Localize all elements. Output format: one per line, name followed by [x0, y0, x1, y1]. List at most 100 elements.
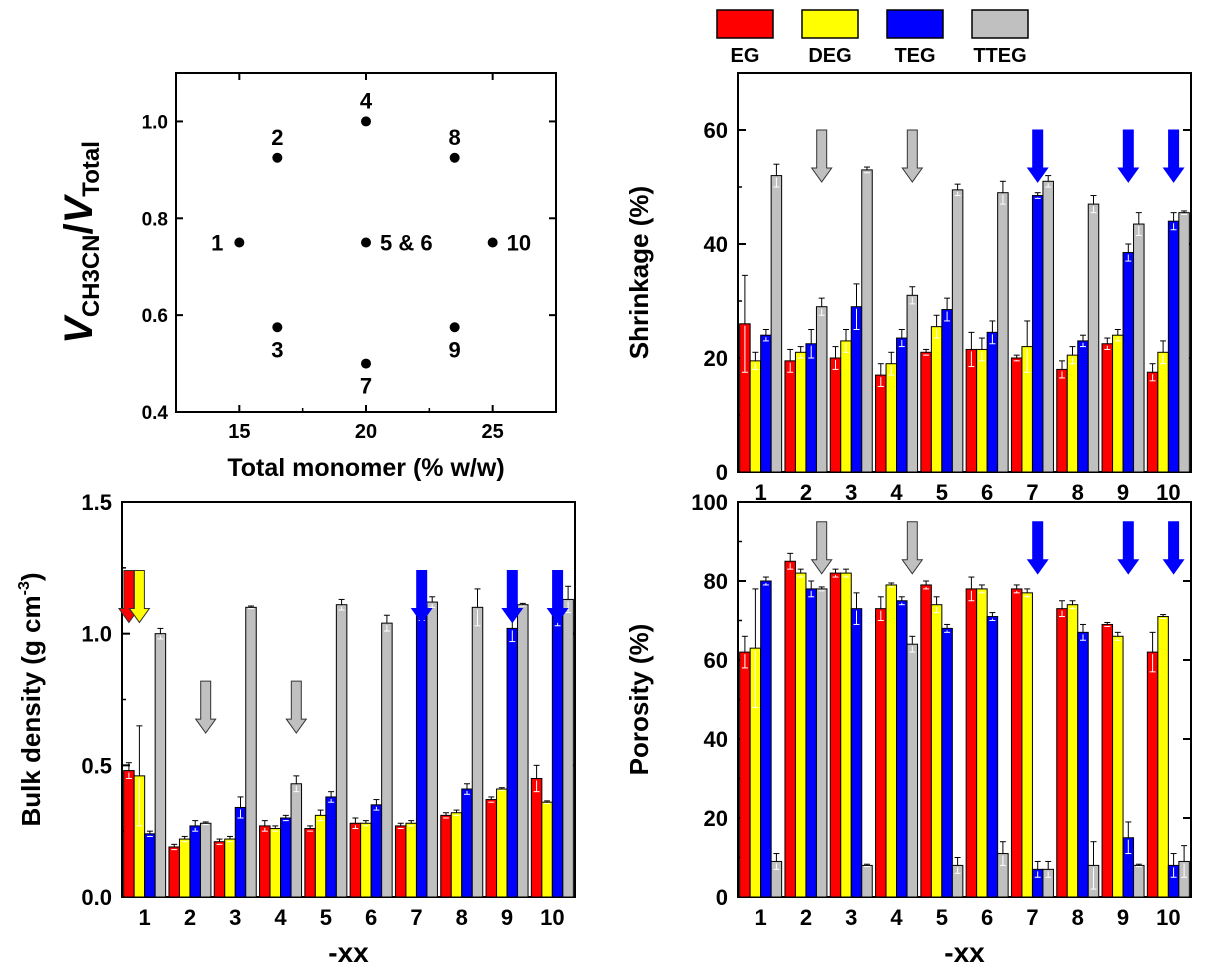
bar-teg	[461, 788, 473, 898]
bar-deg	[269, 828, 282, 898]
scatter-y-tick-label: 1.0	[142, 112, 168, 133]
bar-tteg	[154, 633, 167, 898]
shrinkage-y-axis-label: Shrinkage (%)	[624, 186, 654, 359]
legend-label-tteg: TTEG	[973, 45, 1026, 67]
bar-deg	[885, 584, 898, 898]
bar-tteg	[861, 864, 873, 898]
x-tick-label: 10	[540, 905, 564, 930]
scatter-points: 1 2 3 4 5 & 6 7 8 9 10	[211, 88, 531, 398]
y-tick-label: 60	[704, 118, 728, 143]
bar-teg	[850, 306, 863, 473]
bar-deg	[1157, 351, 1169, 473]
bar-tteg	[1133, 223, 1145, 473]
bar-tteg	[1178, 212, 1190, 473]
bar-deg	[749, 360, 762, 473]
scatter-point	[234, 237, 245, 248]
x-tick-label: 2	[800, 905, 812, 930]
down-arrow-marker	[901, 129, 924, 183]
bar-teg	[805, 588, 817, 898]
bar-eg	[875, 608, 887, 898]
down-arrow-marker	[1026, 521, 1049, 575]
x-tick-label: 4	[890, 905, 903, 930]
bulk-density-y-axis-label: Bulk density (g cm-3)	[16, 572, 46, 826]
down-arrow-marker	[901, 521, 924, 575]
bar-teg	[760, 334, 772, 473]
legend-label-deg: DEG	[808, 45, 851, 67]
bar-eg	[213, 841, 226, 898]
bar-tteg	[951, 189, 964, 473]
bar-eg	[829, 572, 842, 898]
y-tick-label: 0.5	[81, 753, 112, 778]
porosity-bars: 0 20 40 60 80 100 1 2 3 4 5 6 7 8 9 10	[691, 490, 1191, 930]
bar-tteg	[1087, 203, 1100, 473]
x-tick-label: 10	[1156, 480, 1180, 505]
bulk-density-bars: 0.0 0.5 1.0 1.5 1 2 3 4 5 6 7 8 9 10	[81, 490, 575, 930]
down-arrow-marker	[501, 569, 524, 624]
scatter-y-tick-label: 0.8	[142, 209, 168, 230]
bar-deg	[930, 604, 943, 898]
bar-eg	[965, 588, 978, 898]
scatter-x-tick-label: 15	[228, 421, 250, 443]
y-tick-label: 1.5	[81, 490, 112, 515]
bar-teg	[506, 627, 519, 898]
y-label-slash: /	[57, 223, 101, 234]
down-arrow-marker	[410, 569, 433, 624]
bar-teg	[280, 817, 292, 898]
down-arrow-marker	[1162, 129, 1185, 183]
x-tick-label: 2	[184, 905, 196, 930]
x-tick-label: 3	[845, 480, 857, 505]
scatter-y-axis-label: VCH3CN/VTotal	[57, 141, 105, 344]
bulk-density-panel: 0.0 0.5 1.0 1.5 1 2 3 4 5 6 7 8 9 10 -xx Bulk density…	[16, 490, 576, 968]
bar-deg	[976, 588, 988, 898]
bar-teg	[760, 580, 772, 898]
bar-teg	[551, 614, 564, 898]
bar-eg	[349, 822, 362, 898]
scatter-point-label: 2	[271, 125, 283, 150]
bar-tteg	[1133, 864, 1145, 898]
scatter-point-label: 7	[360, 374, 372, 399]
bar-tteg	[861, 169, 873, 473]
bar-deg	[1021, 592, 1033, 898]
down-arrow-marker	[194, 680, 217, 734]
bar-tteg	[381, 622, 393, 898]
y-label-text: Bulk density (g cm	[16, 595, 46, 826]
bar-tteg	[426, 601, 438, 898]
x-tick-label: 6	[981, 905, 993, 930]
scatter-point	[449, 152, 460, 163]
bar-deg	[976, 348, 988, 473]
x-tick-label: 6	[981, 480, 993, 505]
bar-tteg	[335, 604, 348, 898]
x-tick-label: 1	[755, 480, 767, 505]
bar-tteg	[245, 606, 257, 898]
scatter-panel: 15 20 25 0.4 0.6 0.8 1.0 1 2 3 4 5 & 6 7 8 9 10 Total …	[57, 72, 557, 482]
porosity-x-axis-label: -xx	[944, 937, 985, 968]
bar-teg	[941, 627, 953, 898]
bar-deg	[541, 801, 553, 898]
bar-eg	[965, 348, 978, 473]
bar-tteg	[815, 306, 828, 473]
legend-label-teg: TEG	[894, 45, 935, 67]
bar-eg	[440, 814, 452, 898]
x-tick-label: 8	[1072, 480, 1084, 505]
down-arrow-marker	[1026, 129, 1049, 183]
legend-swatch-eg	[716, 9, 774, 39]
bar-deg	[885, 363, 898, 473]
x-tick-label: 4	[890, 480, 903, 505]
bar-teg	[986, 616, 999, 898]
bar-teg	[234, 806, 247, 898]
x-tick-label: 9	[1117, 480, 1129, 505]
scatter-point	[361, 358, 371, 369]
bar-teg	[986, 331, 999, 473]
bar-teg	[1077, 631, 1089, 898]
bar-tteg	[815, 588, 828, 898]
down-arrow-marker	[285, 680, 308, 734]
x-tick-label: 6	[365, 905, 377, 930]
down-arrow-marker	[810, 521, 833, 575]
scatter-x-tick-label: 20	[355, 421, 377, 443]
bar-eg	[920, 584, 932, 898]
down-arrow-marker	[810, 129, 833, 183]
bar-eg	[394, 825, 407, 898]
bar-deg	[1066, 604, 1079, 898]
bar-teg	[189, 825, 201, 898]
scatter-point-label: 4	[360, 88, 373, 113]
